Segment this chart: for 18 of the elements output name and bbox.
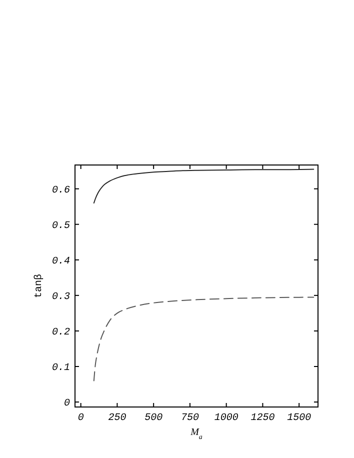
y-tick-label: 0.4	[52, 256, 70, 268]
x-tick-label: 1500	[287, 413, 312, 424]
y-tick-label: 0.1	[52, 362, 70, 374]
x-tick-label: 0	[78, 413, 84, 424]
line-series	[93, 296, 314, 382]
x-tick-label: 250	[108, 413, 126, 424]
x-tick-label: 1000	[214, 413, 238, 424]
y-tick-label: 0.6	[52, 185, 70, 196]
x-tick-label: 750	[180, 413, 199, 424]
y-tick-label: 0.5	[52, 220, 70, 232]
y-tick-label: 0.2	[52, 327, 70, 338]
y-tick-label: 0.3	[52, 292, 70, 303]
y-tick-label: 0	[64, 398, 70, 410]
y-axis-title: tanβ	[33, 274, 45, 298]
x-tick-label: 500	[144, 413, 163, 424]
line-series	[93, 168, 314, 204]
x-tick-label: 1250	[250, 413, 275, 424]
x-axis-title: M$_{a}$	[190, 427, 203, 441]
